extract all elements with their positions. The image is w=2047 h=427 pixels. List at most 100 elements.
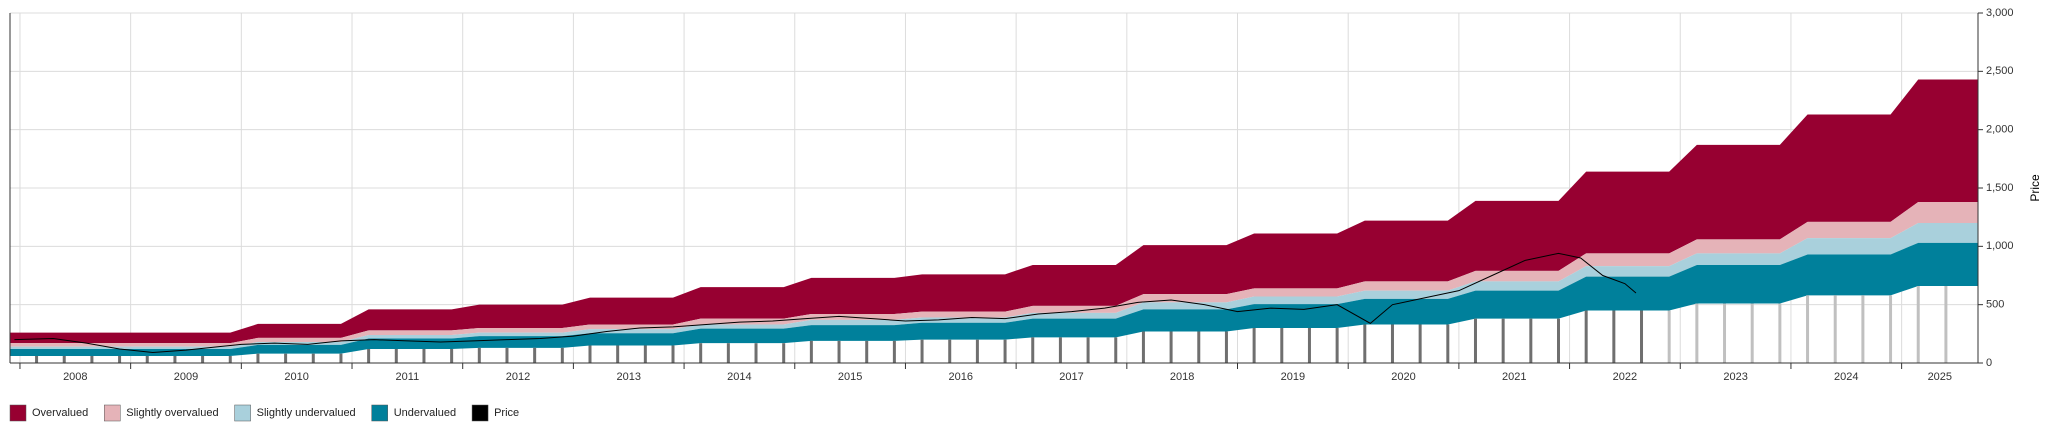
legend-swatch (9, 404, 27, 422)
bar (1058, 337, 1062, 363)
bar (1141, 331, 1145, 363)
x-tick-label: 2021 (1502, 371, 1526, 383)
bar (1335, 328, 1339, 363)
bar (1916, 286, 1920, 363)
bar (1390, 324, 1394, 363)
bar (367, 349, 371, 363)
y-tick-label: 2,000 (1986, 124, 2014, 136)
bar (533, 347, 537, 363)
bar (284, 353, 288, 363)
bar (1031, 337, 1035, 363)
x-tick-label: 2014 (727, 371, 751, 383)
x-tick-label: 2012 (506, 371, 530, 383)
legend-swatch (234, 404, 251, 422)
bar (228, 356, 232, 363)
legend-label: Slightly overvalued (126, 407, 218, 419)
bar (1778, 303, 1782, 363)
bar (1750, 303, 1754, 363)
y-tick-label: 1,000 (1986, 240, 2014, 252)
bar (1114, 337, 1118, 363)
bar (35, 356, 39, 363)
bar (173, 356, 177, 363)
bar (62, 356, 66, 363)
bar (1640, 310, 1644, 363)
bar (809, 340, 813, 363)
data (10, 79, 1978, 363)
price-line (14, 252, 1637, 354)
y-tick-label: 500 (1986, 299, 2004, 311)
bar (671, 345, 675, 363)
bar (256, 353, 260, 363)
legend-item: Undervalued (371, 404, 456, 422)
legend-swatch (104, 404, 121, 422)
bar (837, 340, 841, 363)
bar (1446, 324, 1450, 363)
x-tick-label: 2013 (616, 371, 640, 383)
bar (450, 349, 454, 363)
bar (754, 343, 758, 363)
legend-swatch (471, 404, 489, 422)
x-tick-label: 2011 (396, 371, 420, 383)
x-tick-label: 2019 (1281, 371, 1305, 383)
bar (1861, 295, 1865, 363)
bar (865, 340, 869, 363)
axes: 0 500 1,000 1,500 2,000 2,500 3,000 2008 2009 201… (9, 7, 2014, 383)
bar (118, 356, 122, 363)
bar (505, 347, 509, 363)
bar (782, 343, 786, 363)
bar (1197, 331, 1201, 363)
bar (1003, 339, 1007, 363)
bar (726, 343, 730, 363)
bar (1889, 295, 1893, 363)
y-tick-label: 0 (1986, 357, 1992, 369)
y-tick-label: 3,000 (1986, 7, 2014, 19)
bar (1252, 328, 1256, 363)
legend-item: Slightly undervalued (234, 404, 356, 422)
x-tick-label: 2018 (1170, 371, 1194, 383)
bar (643, 345, 647, 363)
bar (975, 339, 979, 363)
bar (1695, 303, 1699, 363)
x-tick-label: 2023 (1723, 371, 1747, 383)
bar (422, 349, 426, 363)
bar (339, 353, 343, 363)
bar (1944, 286, 1948, 363)
bar (1584, 310, 1588, 363)
bar (1612, 310, 1616, 363)
y-tick-label: 1,500 (1986, 182, 2014, 194)
band-area (10, 242, 1978, 356)
x-tick-label: 2020 (1391, 371, 1415, 383)
bar (920, 339, 924, 363)
x-tick-label: 2022 (1613, 371, 1637, 383)
x-tick-label: 2025 (1928, 371, 1952, 383)
legend-swatch (371, 404, 388, 422)
bar (699, 343, 703, 363)
bar (588, 345, 592, 363)
legend-label: Price (494, 407, 519, 419)
legend-label: Slightly undervalued (257, 407, 356, 419)
legend-item: Slightly overvalued (104, 404, 219, 422)
legend-item: Price (471, 404, 519, 422)
x-tick-label: 2008 (63, 371, 87, 383)
bar (394, 349, 398, 363)
x-tick-label: 2016 (949, 371, 973, 383)
bar (1224, 331, 1228, 363)
bar (1723, 303, 1727, 363)
bar (560, 347, 564, 363)
bar (311, 353, 315, 363)
legend-item: Overvalued (9, 404, 88, 422)
bar (1280, 328, 1284, 363)
bar (1363, 324, 1367, 363)
x-tick-label: 2009 (174, 371, 198, 383)
bar (477, 347, 481, 363)
bar (90, 356, 94, 363)
bar (948, 339, 952, 363)
bar (1501, 318, 1505, 363)
bar (1473, 318, 1477, 363)
band-area (10, 79, 1978, 344)
legend-label: Overvalued (32, 407, 88, 419)
bar (1806, 295, 1810, 363)
bar (892, 340, 896, 363)
